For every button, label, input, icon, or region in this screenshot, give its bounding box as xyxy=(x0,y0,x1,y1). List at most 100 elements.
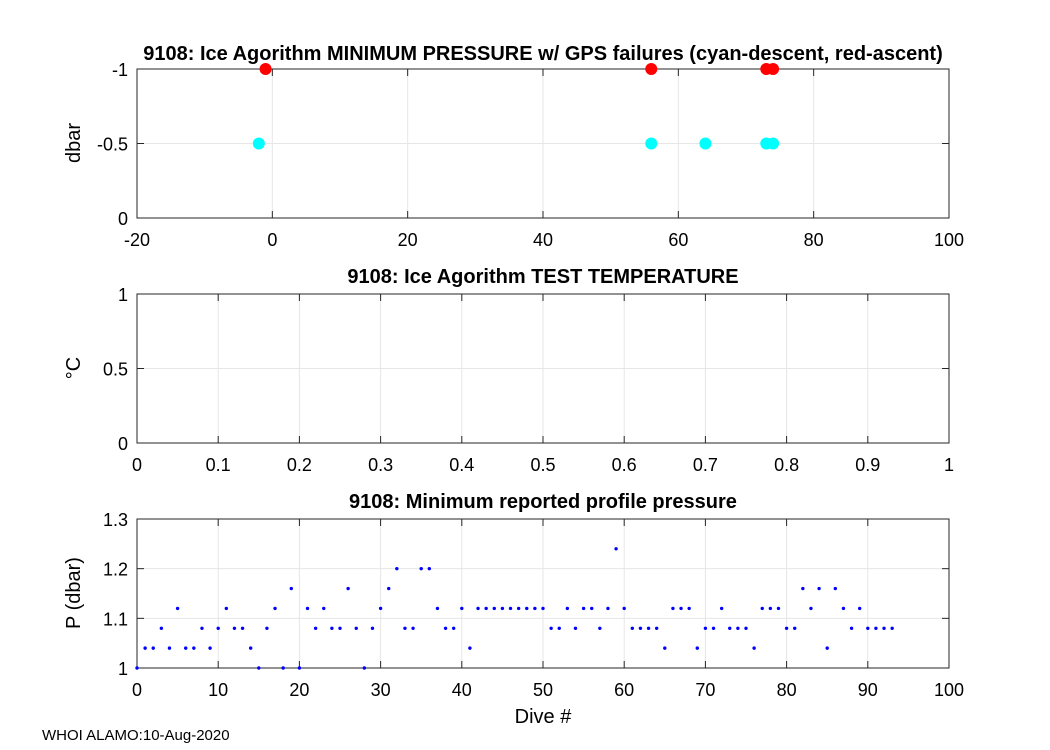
data-point-profile xyxy=(192,646,196,650)
x-tick-label: 0 xyxy=(267,230,277,250)
plot-area-profile-pressure: 0 10 20 30 40 50 60 70 80 90 100 1 1.1 1.2 1.3 xyxy=(103,510,964,700)
data-point-profile xyxy=(849,626,854,630)
data-point-profile xyxy=(167,646,172,650)
x-tick-label: 20 xyxy=(289,680,309,700)
data-point-profile xyxy=(370,626,375,630)
data-point-descent xyxy=(645,137,658,150)
data-point-profile xyxy=(606,606,610,611)
x-tick-label: 0.9 xyxy=(855,455,880,475)
data-point-profile xyxy=(184,646,188,650)
footer-stamp: WHOI ALAMO:10-Aug-2020 xyxy=(42,727,230,744)
data-point-profile xyxy=(614,547,618,551)
panel-min-pressure: 9108: Ice Agorithm MINIMUM PRESSURE w/ G… xyxy=(63,43,943,163)
data-point-profile xyxy=(492,606,496,611)
data-point-profile xyxy=(646,626,651,630)
data-point-profile xyxy=(695,646,699,650)
x-tick-label: 40 xyxy=(533,230,553,250)
panel-test-temperature: 9108: Ice Agorithm TEST TEMPERATURE °C xyxy=(63,266,739,379)
data-point-profile xyxy=(533,606,537,611)
data-point-profile xyxy=(874,626,878,630)
y-tick-label: 1 xyxy=(118,285,128,305)
data-point-profile xyxy=(638,626,643,630)
data-point-profile xyxy=(841,606,846,611)
data-point-profile xyxy=(817,586,821,591)
data-point-profile xyxy=(257,666,261,670)
x-tick-label: 0.6 xyxy=(612,455,637,475)
x-tick-label: 100 xyxy=(934,680,964,700)
data-point-profile xyxy=(346,586,350,591)
x-tick-label: 0.2 xyxy=(287,455,312,475)
data-point-profile xyxy=(679,606,683,611)
data-point-profile xyxy=(598,626,602,630)
data-point-profile xyxy=(216,626,220,630)
data-point-profile xyxy=(427,566,432,571)
data-point-profile xyxy=(451,626,456,630)
x-tick-label: 0.5 xyxy=(530,455,555,475)
data-point-profile xyxy=(387,586,391,591)
x-tick-label: 0.7 xyxy=(693,455,718,475)
data-point-profile xyxy=(703,626,708,630)
data-point-profile xyxy=(273,606,277,611)
data-point-profile xyxy=(419,566,423,571)
data-point-profile xyxy=(590,606,594,611)
x-tick-label: 0.4 xyxy=(449,455,474,475)
x-tick-label: 60 xyxy=(614,680,634,700)
x-tick-label: 40 xyxy=(452,680,472,700)
data-point-profile xyxy=(143,646,147,650)
data-point-profile xyxy=(833,586,838,591)
data-point-profile xyxy=(313,626,318,630)
data-point-profile xyxy=(825,646,829,650)
data-point-profile xyxy=(159,626,164,630)
data-point-profile xyxy=(768,606,773,611)
data-point-descent xyxy=(699,137,712,150)
x-tick-label: 0.1 xyxy=(206,455,231,475)
y-tick-label: -0.5 xyxy=(97,135,128,155)
data-point-profile xyxy=(248,646,253,650)
data-point-profile xyxy=(630,626,635,630)
data-point-profile xyxy=(687,606,691,611)
data-point-profile xyxy=(784,626,789,630)
y-axis-label-profile-pressure: P (dbar) xyxy=(63,557,85,629)
y-tick-label: 1.3 xyxy=(103,510,128,530)
data-point-profile xyxy=(362,666,367,670)
data-point-profile xyxy=(484,606,488,611)
data-point-profile xyxy=(224,606,229,611)
x-tick-label: 80 xyxy=(777,680,797,700)
data-point-profile xyxy=(565,606,570,611)
data-point-profile xyxy=(354,626,358,630)
data-point-profile xyxy=(882,626,886,630)
data-point-profile xyxy=(435,606,440,611)
data-point-profile xyxy=(557,626,561,630)
y-tick-label: 0.5 xyxy=(103,360,128,380)
data-point-profile xyxy=(208,646,212,650)
chart-title-min-pressure: 9108: Ice Agorithm MINIMUM PRESSURE w/ G… xyxy=(143,43,942,65)
data-point-profile xyxy=(728,626,732,630)
data-point-profile xyxy=(305,606,310,611)
data-point-profile xyxy=(443,626,448,630)
data-point-profile xyxy=(281,666,285,670)
data-point-profile xyxy=(232,626,237,630)
y-tick-label: -1 xyxy=(112,60,128,80)
data-point-profile xyxy=(403,626,407,630)
x-tick-label: 90 xyxy=(858,680,878,700)
x-tick-label: 0.3 xyxy=(368,455,393,475)
data-point-profile xyxy=(622,606,626,611)
data-point-profile xyxy=(809,606,813,611)
y-tick-label: 1.1 xyxy=(103,609,128,629)
data-point-ascent xyxy=(767,63,780,75)
data-point-profile xyxy=(330,626,334,630)
x-tick-label: -20 xyxy=(124,230,150,250)
data-point-profile xyxy=(175,606,180,611)
y-tick-label: 1 xyxy=(118,659,128,679)
x-tick-label: 1 xyxy=(944,455,954,475)
data-point-descent xyxy=(767,137,780,150)
data-point-profile xyxy=(866,626,870,630)
x-tick-label: 0 xyxy=(132,680,142,700)
data-point-profile xyxy=(135,666,139,670)
x-tick-label: 0 xyxy=(132,455,142,475)
x-tick-label: 70 xyxy=(695,680,715,700)
data-point-profile xyxy=(508,606,513,611)
y-tick-label: 0 xyxy=(118,209,128,229)
data-point-profile xyxy=(322,606,326,611)
data-point-profile xyxy=(760,606,764,611)
